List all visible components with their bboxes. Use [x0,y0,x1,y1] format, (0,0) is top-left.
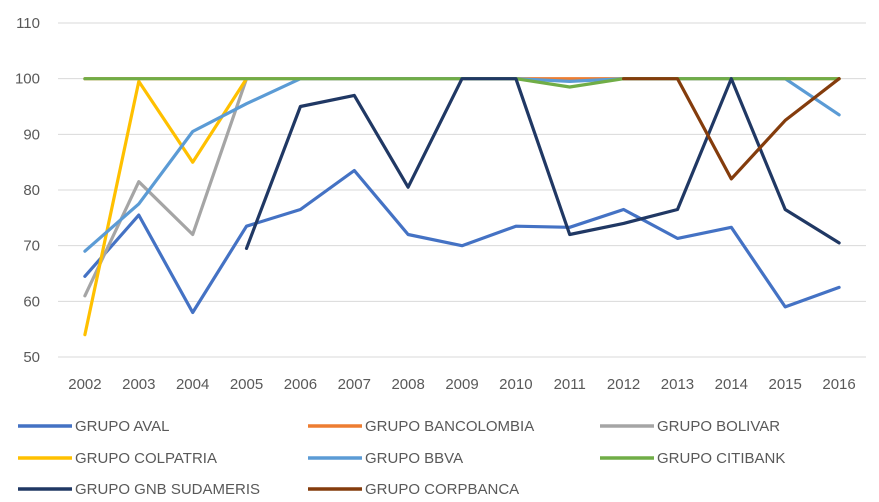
legend-label: GRUPO BBVA [365,450,463,467]
y-tick-label: 70 [23,238,40,255]
x-tick-label: 2012 [607,376,640,393]
y-tick-label: 110 [16,15,40,32]
x-tick-label: 2006 [284,376,317,393]
series-line-grupo-bbva [83,77,841,253]
y-tick-label: 80 [23,182,40,199]
grid [58,22,866,358]
x-tick-label: 2009 [445,376,478,393]
x-tick-label: 2004 [176,376,209,393]
x-tick-label: 2005 [230,376,263,393]
x-tick-label: 2003 [122,376,155,393]
y-tick-label: 100 [15,71,40,88]
series-lines [83,77,841,337]
series-line-grupo-bolivar [83,77,249,298]
y-tick-label: 60 [23,293,40,310]
x-tick-label: 2011 [554,376,586,393]
x-tick-label: 2010 [499,376,532,393]
series-line-grupo-colpatria [83,77,249,337]
x-axis-ticks: 2002 2003 2004 2005 2006 2007 2008 2009 2010 2011… [68,376,856,393]
series-line-grupo-aval [83,168,841,315]
legend-label: GRUPO BANCOLOMBIA [365,418,534,435]
x-tick-label: 2013 [661,376,694,393]
x-tick-label: 2008 [391,376,424,393]
y-axis-ticks: 50 60 70 80 90 100 110 [15,15,40,366]
y-tick-label: 90 [23,126,40,143]
legend-label: GRUPO CORPBANCA [365,481,519,498]
x-tick-label: 2007 [338,376,371,393]
series-line-grupo-gnb-sudameris [244,77,841,250]
legend-label: GRUPO COLPATRIA [75,450,217,467]
legend: GRUPO AVAL GRUPO BANCOLOMBIA GRUPO BOLIVAR… [18,418,785,498]
x-tick-label: 2015 [769,376,802,393]
y-tick-label: 50 [23,349,40,366]
legend-label: GRUPO GNB SUDAMERIS [75,481,260,498]
legend-label: GRUPO AVAL [75,418,169,435]
x-tick-label: 2014 [715,376,748,393]
x-tick-label: 2016 [822,376,855,393]
x-tick-label: 2002 [68,376,101,393]
series-line-grupo-corpbanca [622,77,841,181]
legend-label: GRUPO BOLIVAR [657,418,780,435]
legend-label: GRUPO CITIBANK [657,450,785,467]
